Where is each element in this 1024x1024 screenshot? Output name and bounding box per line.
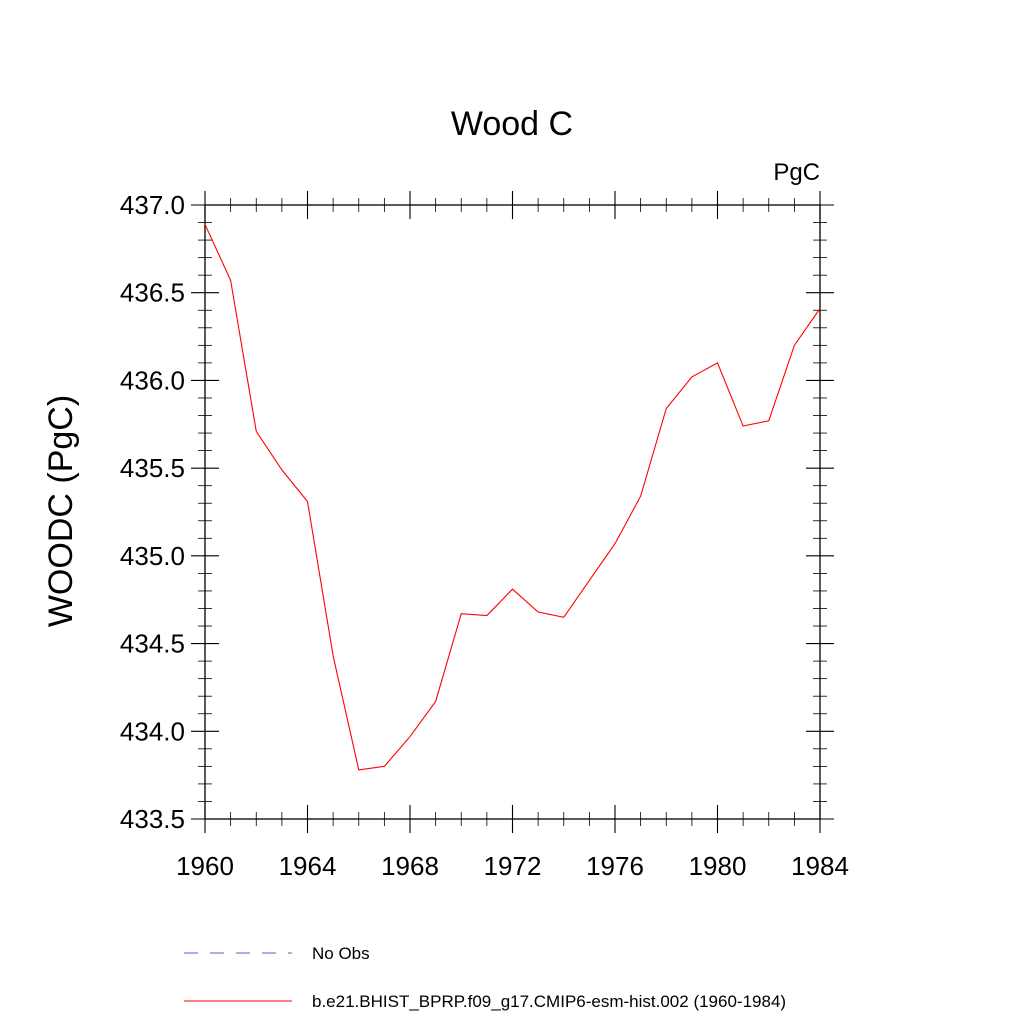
major-ticks — [191, 191, 834, 833]
y-tick-label: 435.5 — [120, 453, 185, 483]
data-point-1968 — [409, 736, 411, 738]
y-tick-label: 434.5 — [120, 629, 185, 659]
data-point-1975 — [588, 579, 590, 581]
data-point-1982 — [768, 420, 770, 422]
data-point-1973 — [537, 611, 539, 613]
legend-label-model: b.e21.BHIST_BPRP.f09_g17.CMIP6-esm-hist.… — [312, 992, 786, 1011]
y-tick-labels: 433.5 434.0 434.5 435.0 435.5 436.0 436.5 437.0 — [120, 190, 185, 834]
x-tick-label: 1984 — [791, 851, 849, 881]
data-point-1970 — [460, 613, 462, 615]
x-tick-label: 1976 — [586, 851, 644, 881]
data-point-1979 — [691, 376, 693, 378]
x-tick-labels: 1960 1964 1968 1972 1976 1980 1984 — [176, 851, 849, 881]
series-line-woodc — [204, 224, 821, 771]
data-point-1983 — [793, 344, 795, 346]
y-tick-label: 436.0 — [120, 365, 185, 395]
data-point-1981 — [742, 425, 744, 427]
y-tick-label: 436.5 — [120, 278, 185, 308]
units-label: PgC — [773, 159, 820, 186]
series-points — [204, 223, 821, 771]
x-tick-label: 1960 — [176, 851, 234, 881]
legend-label-no-obs: No Obs — [312, 944, 370, 963]
y-axis-label: WOODC (PgC) — [42, 395, 80, 627]
legend: No Obs b.e21.BHIST_BPRP.f09_g17.CMIP6-es… — [184, 944, 786, 1011]
chart-title: Wood C — [451, 105, 573, 143]
x-tick-label: 1964 — [279, 851, 337, 881]
minor-ticks — [198, 198, 827, 826]
data-point-1969 — [435, 700, 437, 702]
data-point-1964 — [307, 500, 309, 502]
data-point-1978 — [665, 407, 667, 409]
data-point-1977 — [640, 495, 642, 497]
y-tick-label: 435.0 — [120, 541, 185, 571]
data-point-1971 — [486, 615, 488, 617]
data-point-1965 — [332, 655, 334, 657]
data-point-1966 — [358, 769, 360, 771]
data-point-1961 — [230, 279, 232, 281]
data-point-1967 — [383, 765, 385, 767]
x-tick-label: 1972 — [484, 851, 542, 881]
x-tick-label: 1980 — [689, 851, 747, 881]
data-point-1963 — [281, 469, 283, 471]
data-point-1984 — [819, 308, 821, 310]
y-tick-label: 434.0 — [120, 716, 185, 746]
y-tick-label: 433.5 — [120, 804, 185, 834]
data-point-1974 — [563, 616, 565, 618]
data-point-1962 — [255, 430, 257, 432]
data-point-1980 — [717, 362, 719, 364]
data-point-1960 — [204, 223, 206, 225]
plot-frame — [204, 204, 821, 820]
data-point-1972 — [512, 588, 514, 590]
y-tick-label: 437.0 — [120, 190, 185, 220]
data-point-1976 — [614, 543, 616, 545]
x-tick-label: 1968 — [381, 851, 439, 881]
